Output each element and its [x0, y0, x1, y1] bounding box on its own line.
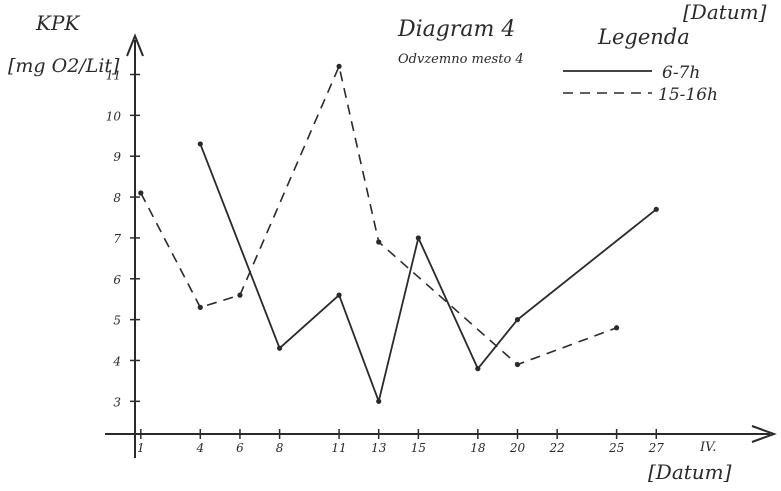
y-tick-label: 6: [113, 273, 121, 287]
data-point: [415, 235, 421, 241]
data-point: [376, 398, 382, 404]
x-axis-suffix: IV.: [699, 440, 716, 455]
y-axis-arrow: [126, 33, 144, 57]
data-point: [197, 304, 203, 310]
data-point: [237, 292, 243, 298]
y-tick-label: 8: [113, 191, 121, 205]
y-tick-label: 10: [106, 109, 122, 123]
y-tick-label: 7: [113, 232, 121, 246]
y-tick-label: 11: [106, 69, 121, 83]
y-tick-label: 4: [112, 354, 121, 368]
x-tick-label: 25: [608, 441, 624, 455]
chart-title: Diagram 4: [397, 17, 515, 42]
y-tick-label: 9: [113, 150, 121, 164]
data-point: [336, 63, 342, 69]
chart-subtitle: Odvzemno mesto 4: [398, 52, 524, 67]
x-axis-arrow: [751, 425, 777, 443]
series-line-solid: [199, 143, 657, 405]
x-tick-label: 27: [648, 441, 665, 455]
corner-date-label: [Datum]: [683, 0, 767, 24]
legend-label-dashed: 15-16h: [658, 85, 718, 105]
x-axis-title: [Datum]: [648, 460, 732, 484]
data-point: [514, 317, 521, 323]
data-point: [276, 345, 283, 351]
data-point: [376, 239, 382, 245]
x-tick-label: 6: [236, 441, 244, 455]
y-tick-label: 5: [113, 314, 121, 328]
data-point: [197, 141, 203, 147]
y-axis-title: KPK: [35, 11, 80, 35]
x-tick-label: 22: [548, 441, 564, 455]
legend-label-solid: 6-7h: [662, 63, 700, 83]
x-tick-label: 11: [331, 441, 346, 455]
x-tick-label: 18: [470, 441, 486, 455]
data-point: [514, 361, 521, 368]
y-axis-unit: [mg O2/Lit]: [8, 55, 120, 77]
x-tick-label: 8: [276, 441, 284, 455]
data-point: [336, 292, 342, 298]
x-tick-label: 4: [195, 441, 204, 455]
x-tick-label: 15: [411, 441, 426, 455]
x-tick-label: 1: [137, 441, 145, 455]
data-point: [614, 325, 620, 331]
y-tick-label: 3: [113, 395, 121, 409]
series-line-dashed: [140, 63, 617, 366]
data-point: [138, 190, 144, 196]
x-tick-label: 20: [509, 441, 526, 455]
x-tick-label: 13: [371, 441, 387, 455]
legend-title: Legenda: [597, 25, 690, 49]
data-point: [475, 366, 481, 372]
data-point: [653, 206, 659, 212]
